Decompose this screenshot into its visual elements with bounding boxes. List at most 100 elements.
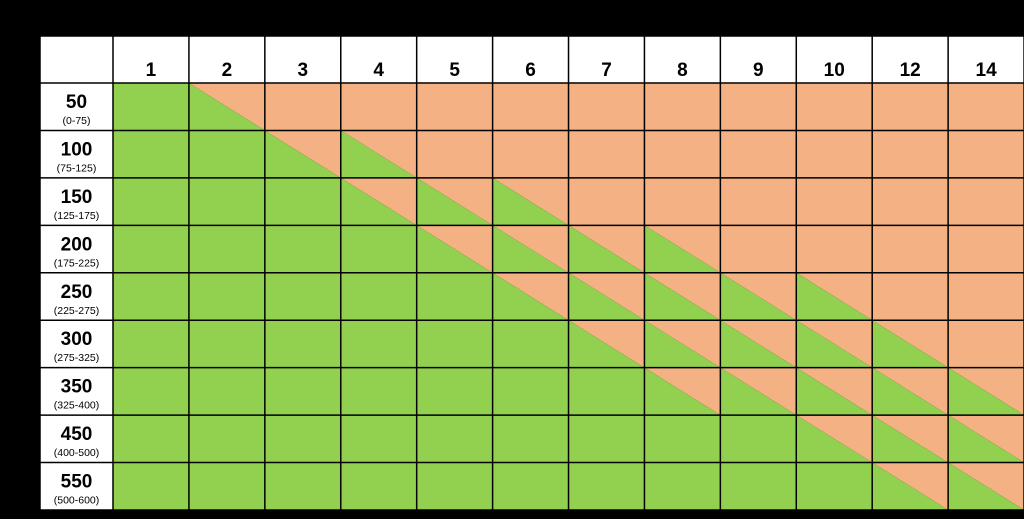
cell-r1-c7	[568, 83, 645, 131]
row-label-450: 450	[61, 424, 93, 445]
cell-r1-c4	[340, 83, 417, 131]
cell-r8-c14-lower-triangle	[948, 415, 1024, 463]
cell-r7-c12-upper-triangle	[872, 367, 949, 416]
cell-r6-c9	[720, 320, 797, 368]
cell-r1-c5	[416, 83, 493, 131]
cell-r2-c14	[948, 130, 1024, 178]
cell-r6-c14	[948, 320, 1024, 368]
cell-r4-c8	[644, 225, 721, 273]
cell-r1-c2-lower-triangle	[188, 83, 265, 131]
cell-r5-c14	[948, 272, 1024, 321]
column-header-3: 3	[298, 60, 309, 81]
row-label-300: 300	[61, 329, 93, 350]
cell-r6-c9-lower-triangle	[720, 320, 797, 368]
cell-r8-c4	[340, 415, 417, 463]
cell-r8-c8	[644, 415, 721, 463]
cell-r9-c12-upper-triangle	[872, 462, 949, 510]
cell-r8-c14	[948, 415, 1024, 463]
cell-r4-c6	[492, 225, 569, 273]
cell-r5-c4	[340, 272, 417, 321]
column-header-9: 9	[753, 60, 764, 81]
cell-r9-c14	[948, 462, 1024, 510]
cell-r4-c6-lower-triangle	[492, 225, 569, 273]
cell-r3-c5-lower-triangle	[416, 177, 493, 226]
cell-r5-c6-upper-triangle	[492, 272, 569, 321]
cell-r4-c6-upper-triangle	[492, 225, 569, 273]
cell-r5-c10-upper-triangle	[796, 272, 873, 321]
cell-r3-c10	[796, 177, 873, 226]
cell-r9-c1	[113, 462, 189, 510]
cell-r7-c14-lower-triangle	[948, 367, 1024, 416]
row-range-50: (0-75)	[62, 115, 90, 127]
cell-r8-c10-lower-triangle	[796, 415, 873, 463]
cell-r2-c3-upper-triangle	[264, 130, 341, 178]
cell-r6-c8-upper-triangle	[644, 320, 721, 368]
cell-r6-c12-upper-triangle	[872, 320, 949, 368]
cell-r4-c5-lower-triangle	[416, 225, 493, 273]
cell-r7-c4	[340, 367, 417, 416]
cell-r7-c14	[948, 367, 1024, 416]
cell-r8-c5	[416, 415, 493, 463]
cell-r9-c10	[796, 462, 873, 510]
cell-r4-c1	[113, 225, 189, 273]
row-range-450: (400-500)	[54, 447, 100, 459]
cell-r1-c3	[264, 83, 341, 131]
cell-r2-c1	[113, 130, 189, 178]
cell-r5-c8-lower-triangle	[644, 272, 721, 321]
cell-r3-c2	[188, 177, 265, 226]
column-header-7: 7	[601, 60, 612, 81]
cell-r5-c5	[416, 272, 493, 321]
cell-r9-c12-lower-triangle	[872, 462, 949, 510]
cell-r9-c7	[568, 462, 645, 510]
cell-r2-c6	[492, 130, 569, 178]
cell-r6-c7-lower-triangle	[568, 320, 645, 368]
cell-r4-c4	[340, 225, 417, 273]
cell-r7-c10-upper-triangle	[796, 367, 873, 416]
cell-r7-c9-upper-triangle	[720, 367, 797, 416]
cell-r5-c7	[568, 272, 645, 321]
cell-r7-c2	[188, 367, 265, 416]
cell-r8-c3	[264, 415, 341, 463]
cell-r8-c9	[720, 415, 797, 463]
cell-r5-c6-lower-triangle	[492, 272, 569, 321]
cell-r9-c6	[492, 462, 569, 510]
row-label-50: 50	[66, 92, 87, 113]
column-header-6: 6	[525, 60, 536, 81]
cell-r4-c7	[568, 225, 645, 273]
cell-r6-c5	[416, 320, 493, 368]
cell-r2-c2	[188, 130, 265, 178]
cell-r3-c4-lower-triangle	[340, 177, 417, 226]
cell-r1-c6	[492, 83, 569, 131]
row-range-350: (325-400)	[54, 400, 100, 412]
cell-r7-c10	[796, 367, 873, 416]
cell-r1-c9	[720, 83, 797, 131]
cell-r8-c10-upper-triangle	[796, 415, 873, 463]
cell-r8-c2	[188, 415, 265, 463]
cell-r2-c5	[416, 130, 493, 178]
cell-r7-c10-lower-triangle	[796, 367, 873, 416]
cell-r9-c3	[264, 462, 341, 510]
cell-r4-c5	[416, 225, 493, 273]
cell-r1-c1	[113, 83, 189, 131]
cell-r9-c14-upper-triangle	[948, 462, 1024, 510]
column-header-4: 4	[373, 60, 384, 81]
cell-r3-c4	[340, 177, 417, 226]
cell-r9-c14-lower-triangle	[948, 462, 1024, 510]
cell-r5-c6	[492, 272, 569, 321]
cell-r3-c1	[113, 177, 189, 226]
cell-r7-c3	[264, 367, 341, 416]
row-range-200: (175-225)	[54, 257, 100, 269]
cell-r4-c7-upper-triangle	[568, 225, 645, 273]
cell-r6-c12	[872, 320, 949, 368]
cell-r2-c3	[264, 130, 341, 178]
cell-r5-c1	[113, 272, 189, 321]
cell-r4-c3	[264, 225, 341, 273]
row-range-550: (500-600)	[54, 495, 100, 507]
cell-r8-c7	[568, 415, 645, 463]
cell-r4-c10	[796, 225, 873, 273]
cell-r8-c6	[492, 415, 569, 463]
cell-r4-c2	[188, 225, 265, 273]
cell-r2-c10	[796, 130, 873, 178]
cell-r7-c8-upper-triangle	[644, 367, 721, 416]
row-label-550: 550	[61, 472, 93, 493]
